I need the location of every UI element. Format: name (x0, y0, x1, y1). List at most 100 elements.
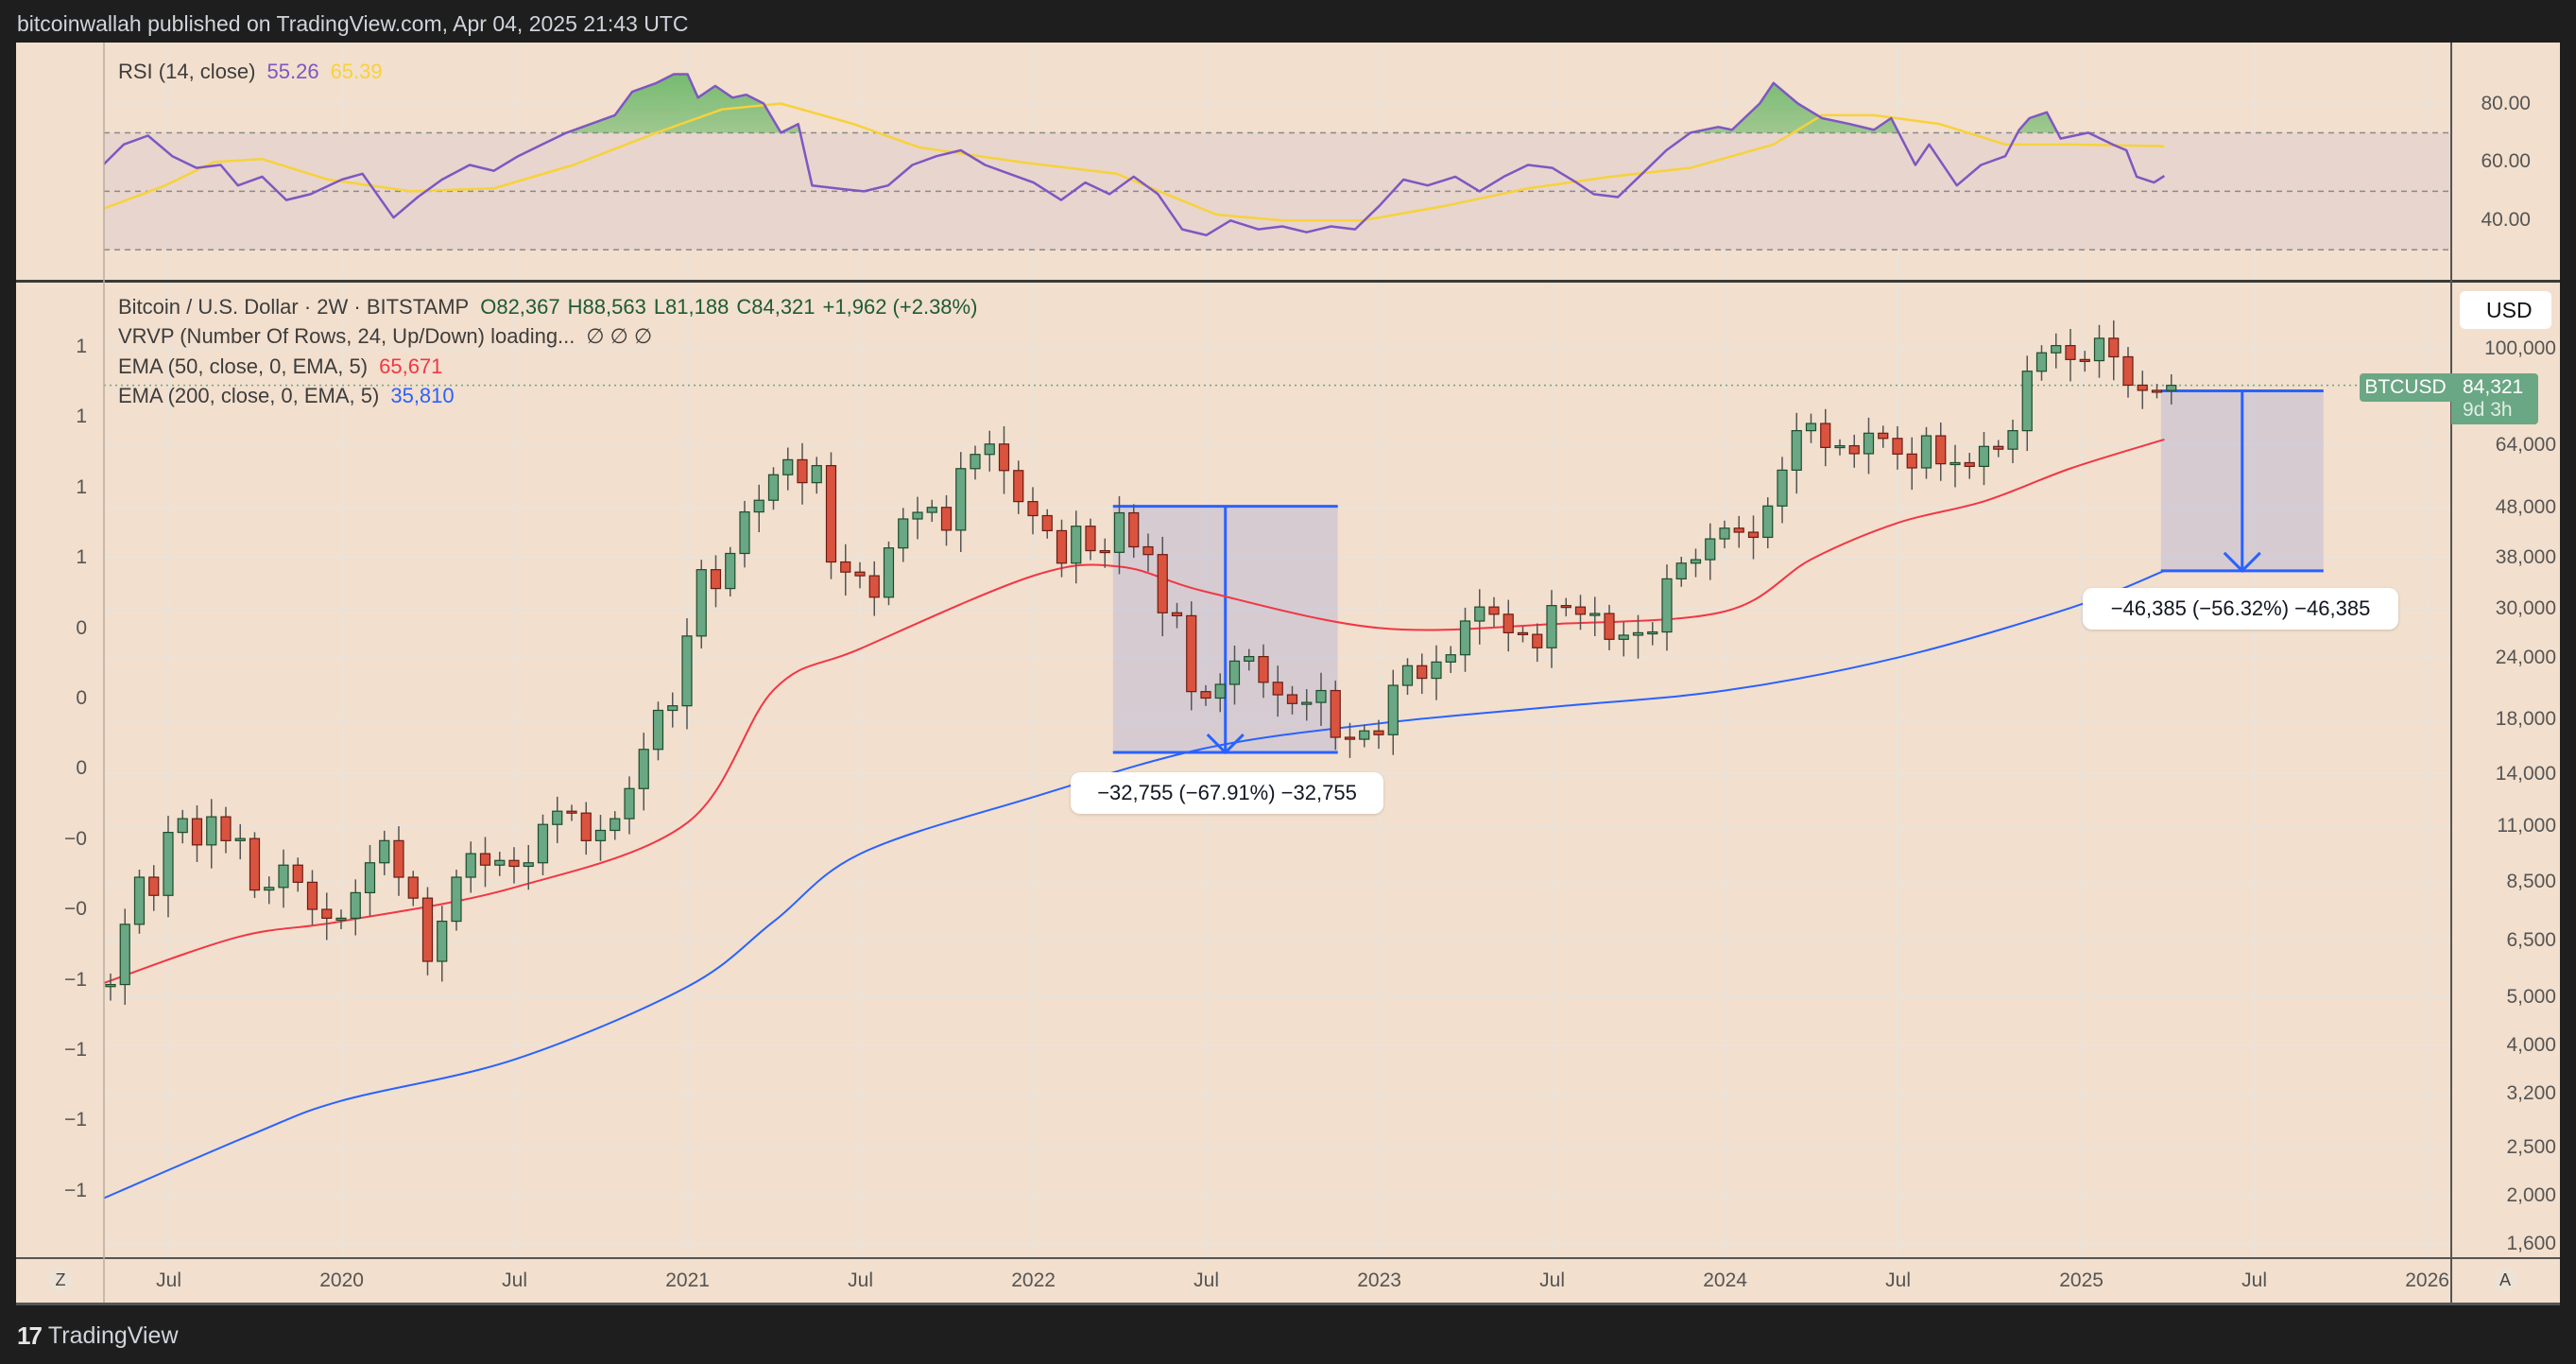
pane-frame (16, 0, 2576, 1364)
candle-body (335, 917, 347, 921)
ohlc-open: O82,367 (480, 295, 560, 319)
rsi-band (104, 132, 2451, 250)
candle-down (1820, 408, 1831, 467)
candle-body (1517, 631, 1529, 636)
candle-up (2051, 333, 2062, 369)
candle-body (1171, 612, 1183, 617)
zoom-toggle-button[interactable]: Z (48, 1268, 73, 1292)
time-tick-label: 2020 (319, 1269, 364, 1291)
ohlc-close: C84,321 (736, 295, 816, 319)
candle-down (1056, 519, 1068, 578)
left-scale-label: 1 (76, 475, 87, 498)
candle-body (1301, 701, 1313, 705)
candle-body (1258, 655, 1269, 683)
candle-body (1445, 654, 1456, 663)
price-tick-label: 11,000 (2497, 815, 2556, 837)
candle-body (1431, 661, 1442, 680)
candle-up (1920, 426, 1932, 479)
candle-body (494, 859, 506, 866)
candle-up (739, 500, 750, 568)
candle-up (335, 909, 347, 929)
candle-up (523, 844, 534, 890)
candle-up (465, 841, 476, 893)
candle-up (133, 870, 146, 934)
candle-body (1027, 501, 1039, 517)
time-tick-label: 2022 (1011, 1269, 1056, 1291)
candle-body (1546, 605, 1557, 648)
candle-down (1906, 437, 1917, 491)
candle-down (1186, 601, 1197, 711)
candle-up (912, 496, 923, 540)
symbol-title: Bitcoin / U.S. Dollar · 2W · BITSTAMP (118, 295, 470, 319)
candle-body (278, 864, 289, 889)
symbol-legend[interactable]: Bitcoin / U.S. Dollar · 2W · BITSTAMP O82… (118, 295, 988, 319)
measure-label-2[interactable]: −46,385 (−56.32%) −46,385 (2083, 588, 2398, 630)
candle-body (638, 749, 649, 789)
candle-body (1777, 469, 1788, 507)
time-tick-label: Jul (156, 1269, 182, 1291)
candle-body (854, 571, 866, 577)
currency-button[interactable]: USD (2460, 291, 2551, 329)
rsi-legend-name: RSI (14, close) (118, 60, 256, 83)
candle-body (1935, 435, 1947, 465)
time-axis-border (16, 1257, 2560, 1259)
candle-up (206, 799, 217, 869)
time-tick-label: 2023 (1357, 1269, 1401, 1291)
candle-down (2065, 329, 2076, 382)
candle-body (1661, 578, 1673, 633)
candle-up (926, 499, 937, 523)
candle-down (1013, 460, 1024, 514)
candle-down (292, 857, 303, 892)
candle-up (883, 541, 895, 606)
candle-body (2093, 337, 2105, 362)
candle-up (537, 814, 549, 875)
candle-up (437, 906, 448, 982)
candle-body (767, 474, 780, 501)
price-tick-label: 2,500 (2506, 1135, 2556, 1158)
candle-down (1085, 518, 1096, 561)
price-tick-label: 48,000 (2495, 495, 2556, 518)
candle-up (1315, 672, 1327, 726)
measure-label-1[interactable]: −32,755 (−67.91%) −32,755 (1071, 772, 1383, 814)
vrvp-legend[interactable]: VRVP (Number Of Rows, 24, Up/Down) loadi… (118, 324, 663, 349)
candle-body (234, 837, 246, 841)
price-tick-label: 1,600 (2506, 1232, 2556, 1254)
candle-down (2108, 320, 2120, 381)
ema200-legend[interactable]: EMA (200, close, 0, EMA, 5) 35,810 (118, 384, 466, 408)
candle-body (1560, 605, 1571, 609)
arrow-down-icon (1206, 733, 1245, 755)
candle-down (148, 865, 160, 911)
rsi-legend[interactable]: RSI (14, close) 55.26 65.39 (118, 60, 394, 84)
auto-scale-button[interactable]: A (2493, 1268, 2517, 1292)
candle-body (1863, 432, 1875, 455)
candle-body (1041, 514, 1053, 532)
candle-up (811, 457, 822, 494)
candle-body (537, 823, 549, 864)
candle-up (1301, 689, 1313, 721)
rsi-tick-label: 60.00 (2481, 150, 2531, 173)
candle-body (1459, 620, 1471, 656)
candle-down (1157, 536, 1168, 637)
candle-body (2137, 384, 2148, 391)
candle-body (1272, 682, 1283, 696)
candle-up (1791, 412, 1802, 494)
candle-body (739, 510, 750, 555)
ema50-legend[interactable]: EMA (50, close, 0, EMA, 5) 65,671 (118, 354, 454, 379)
candle-down (479, 837, 491, 888)
candle-down (306, 870, 318, 925)
candle-down (508, 847, 520, 884)
candle-down (2079, 351, 2090, 372)
candle-up (1401, 658, 1414, 696)
candle-up (1719, 520, 1730, 549)
candle-up (725, 546, 736, 596)
candle-body (206, 816, 217, 846)
time-tick-label: 2025 (2059, 1269, 2104, 1291)
price-tick-label: 2,000 (2506, 1183, 2556, 1206)
candle-body (1503, 613, 1514, 634)
candle-body (797, 458, 808, 484)
candle-body (898, 518, 909, 549)
time-tick-label: Jul (502, 1269, 528, 1291)
candle-up (594, 815, 607, 861)
candle-body (552, 810, 563, 825)
